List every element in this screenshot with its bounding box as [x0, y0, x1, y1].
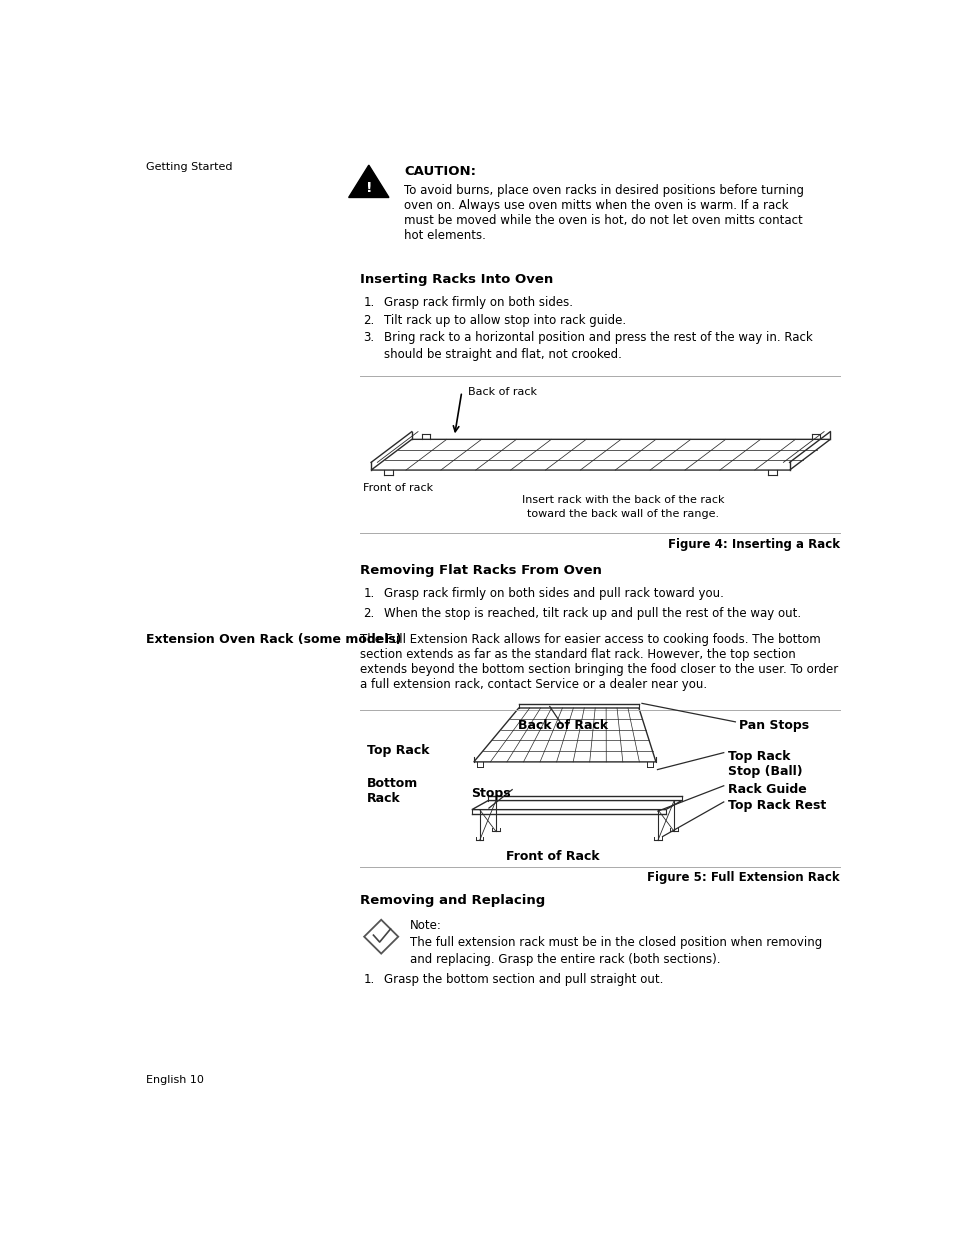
Text: English 10: English 10 [146, 1076, 204, 1086]
Text: 1.: 1. [363, 296, 375, 309]
Text: !: ! [365, 182, 372, 195]
Text: The Full Extension Rack allows for easier access to cooking foods. The bottom: The Full Extension Rack allows for easie… [359, 634, 820, 646]
Text: Grasp the bottom section and pull straight out.: Grasp the bottom section and pull straig… [384, 973, 663, 986]
Text: Top Rack: Top Rack [367, 745, 429, 757]
Text: Removing Flat Racks From Oven: Removing Flat Racks From Oven [359, 564, 600, 577]
Polygon shape [348, 165, 389, 198]
Text: Removing and Replacing: Removing and Replacing [359, 894, 544, 908]
Text: Bring rack to a horizontal position and press the rest of the way in. Rack
shoul: Bring rack to a horizontal position and … [384, 331, 812, 362]
Text: oven on. Always use oven mitts when the oven is warm. If a rack: oven on. Always use oven mitts when the … [404, 199, 788, 212]
Text: Bottom
Rack: Bottom Rack [367, 777, 418, 805]
Text: Grasp rack firmly on both sides and pull rack toward you.: Grasp rack firmly on both sides and pull… [384, 587, 723, 600]
Text: Getting Started: Getting Started [146, 162, 233, 172]
Text: To avoid burns, place oven racks in desired positions before turning: To avoid burns, place oven racks in desi… [404, 184, 803, 198]
Text: 1.: 1. [363, 973, 375, 986]
Text: Front of rack: Front of rack [363, 483, 433, 493]
Text: When the stop is reached, tilt rack up and pull the rest of the way out.: When the stop is reached, tilt rack up a… [384, 608, 801, 620]
Text: Back of Rack: Back of Rack [517, 719, 608, 732]
Text: Rack Guide: Rack Guide [727, 783, 805, 795]
Text: 3.: 3. [363, 331, 375, 345]
Text: The full extension rack must be in the closed position when removing
and replaci: The full extension rack must be in the c… [410, 936, 821, 966]
Text: Insert rack with the back of the rack
toward the back wall of the range.: Insert rack with the back of the rack to… [521, 495, 723, 519]
Text: Figure 5: Full Extension Rack: Figure 5: Full Extension Rack [647, 871, 840, 884]
Text: Figure 4: Inserting a Rack: Figure 4: Inserting a Rack [667, 537, 840, 551]
Text: Grasp rack firmly on both sides.: Grasp rack firmly on both sides. [384, 296, 573, 309]
Text: Tilt rack up to allow stop into rack guide.: Tilt rack up to allow stop into rack gui… [384, 314, 626, 327]
Text: Top Rack Rest: Top Rack Rest [727, 799, 825, 811]
Text: Stops: Stops [471, 787, 510, 799]
Text: 2.: 2. [363, 314, 375, 327]
Text: Top Rack
Stop (Ball): Top Rack Stop (Ball) [727, 750, 801, 778]
Text: Front of Rack: Front of Rack [506, 850, 599, 863]
Text: Extension Oven Rack (some models): Extension Oven Rack (some models) [146, 634, 401, 646]
Text: Pan Stops: Pan Stops [739, 719, 808, 732]
Text: hot elements.: hot elements. [404, 230, 486, 242]
Text: a full extension rack, contact Service or a dealer near you.: a full extension rack, contact Service o… [359, 678, 706, 692]
Text: 1.: 1. [363, 587, 375, 600]
Text: section extends as far as the standard flat rack. However, the top section: section extends as far as the standard f… [359, 648, 795, 661]
Text: Note:: Note: [410, 919, 441, 932]
Text: must be moved while the oven is hot, do not let oven mitts contact: must be moved while the oven is hot, do … [404, 215, 802, 227]
Text: Inserting Racks Into Oven: Inserting Racks Into Oven [359, 273, 552, 287]
Text: extends beyond the bottom section bringing the food closer to the user. To order: extends beyond the bottom section bringi… [359, 663, 837, 677]
Text: CAUTION:: CAUTION: [404, 165, 476, 178]
Text: 2.: 2. [363, 608, 375, 620]
Text: Back of rack: Back of rack [468, 387, 537, 396]
